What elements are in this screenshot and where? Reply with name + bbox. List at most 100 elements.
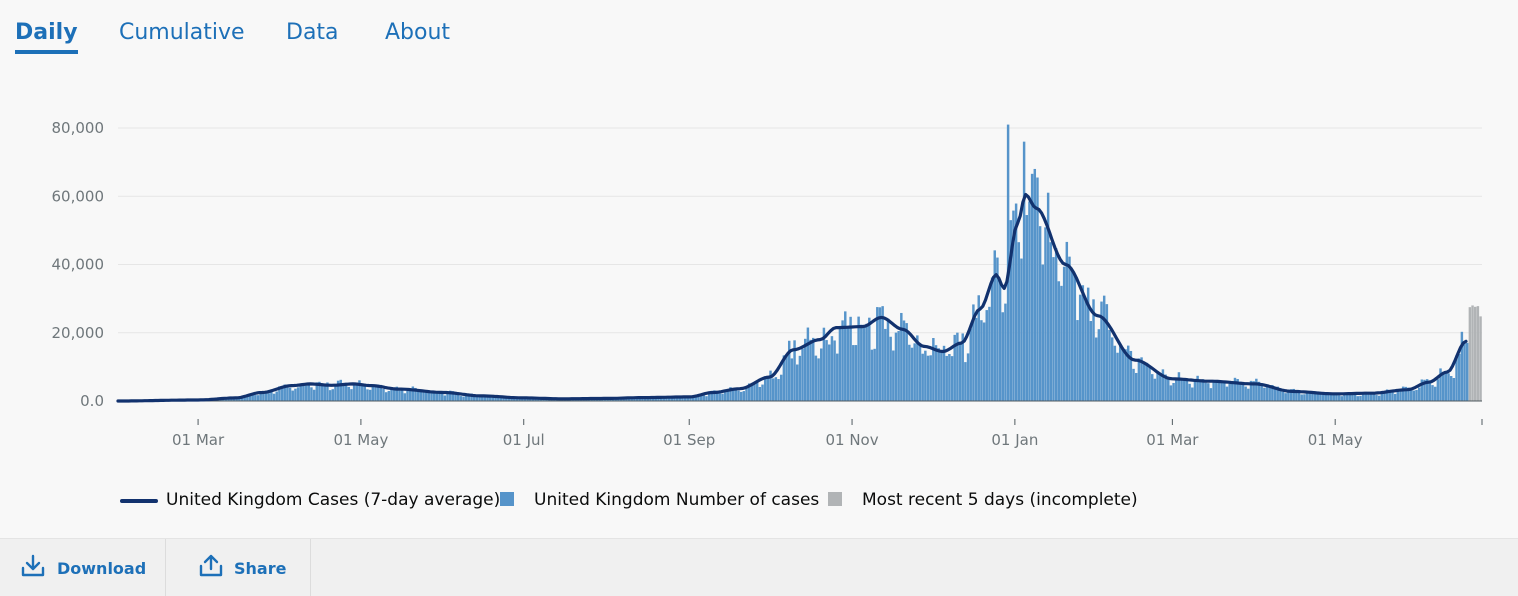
daily-case-bar [1039, 226, 1041, 401]
daily-case-bar [366, 389, 368, 401]
daily-case-bar [1458, 354, 1460, 401]
daily-case-bar [839, 329, 841, 401]
daily-case-bar [267, 393, 269, 401]
daily-case-bar [812, 338, 814, 401]
daily-case-bar [737, 391, 739, 401]
chart-bars [123, 125, 1481, 401]
daily-case-bar [1437, 379, 1439, 401]
daily-case-bar [1044, 227, 1046, 401]
daily-case-bar [924, 351, 926, 401]
daily-case-bar [332, 389, 334, 401]
daily-case-bar [1212, 382, 1214, 401]
daily-case-bar [1154, 379, 1156, 401]
x-tick-label: 01 Sep [663, 431, 715, 449]
x-tick-label: 01 May [333, 431, 388, 449]
daily-case-bar [852, 345, 854, 401]
daily-case-bar [1103, 296, 1105, 401]
daily-case-bar [1319, 394, 1321, 401]
daily-case-bar [361, 384, 363, 401]
daily-case-bar [1477, 306, 1479, 401]
daily-case-bar [927, 356, 929, 401]
daily-case-bar [1338, 395, 1340, 401]
daily-case-bar [289, 388, 291, 401]
daily-case-bar [1194, 379, 1196, 401]
daily-case-bar [1095, 338, 1097, 401]
daily-case-bar [1391, 392, 1393, 401]
daily-case-bar [785, 354, 787, 401]
daily-case-bar [892, 351, 894, 402]
daily-case-bar [889, 337, 891, 401]
daily-case-bar [1375, 395, 1377, 401]
daily-case-bar [1055, 248, 1057, 401]
daily-case-bar [1479, 316, 1481, 401]
daily-case-bar [796, 365, 798, 402]
daily-case-bar [1274, 388, 1276, 401]
daily-case-bar [964, 362, 966, 401]
daily-case-bar [1199, 381, 1201, 401]
daily-case-bar [420, 392, 422, 401]
daily-case-bar [991, 278, 993, 401]
daily-case-bar [1167, 379, 1169, 401]
daily-case-bar [884, 329, 886, 401]
daily-case-bar [1314, 394, 1316, 401]
daily-case-bar [815, 356, 817, 401]
daily-case-bar [860, 325, 862, 401]
daily-case-bar [881, 306, 883, 401]
tab-about[interactable]: About [385, 18, 450, 48]
daily-case-bar [1191, 388, 1193, 402]
download-button[interactable]: Download [0, 539, 166, 596]
daily-case-bar [1244, 387, 1246, 401]
daily-case-bar [1119, 346, 1121, 401]
daily-case-bar [1284, 393, 1286, 401]
daily-case-bar [943, 346, 945, 401]
daily-case-bar [398, 391, 400, 401]
daily-case-bar [1002, 312, 1004, 401]
legend-bar-swatch [500, 492, 514, 506]
daily-case-bar [1186, 380, 1188, 401]
daily-case-bar [825, 340, 827, 401]
daily-case-bar [865, 324, 867, 401]
y-tick-label: 0.0 [80, 392, 104, 410]
daily-case-bar [951, 356, 953, 401]
daily-case-bar [777, 379, 779, 401]
daily-case-bar [300, 385, 302, 401]
daily-case-bar [988, 307, 990, 401]
daily-case-bar [879, 307, 881, 401]
daily-case-bar [761, 385, 763, 401]
daily-case-bar [1418, 388, 1420, 401]
daily-case-bar [775, 377, 777, 401]
daily-case-bar [350, 389, 352, 401]
daily-case-bar [1098, 329, 1100, 401]
daily-case-bar [324, 386, 326, 401]
tab-data[interactable]: Data [286, 18, 339, 48]
daily-case-bar [1076, 320, 1078, 401]
legend-line-swatch [120, 499, 158, 503]
daily-case-bar [841, 320, 843, 401]
daily-case-bar [703, 395, 705, 401]
daily-case-bar [1178, 372, 1180, 401]
daily-case-bar [257, 395, 259, 401]
daily-case-bar [1106, 304, 1108, 401]
daily-case-bar [724, 392, 726, 401]
daily-case-bar [1341, 396, 1343, 401]
x-tick-label: 01 Nov [825, 431, 878, 449]
tab-cumulative[interactable]: Cumulative [119, 18, 245, 48]
daily-case-bar [1378, 396, 1380, 401]
x-tick-label: 01 Mar [172, 431, 225, 449]
y-tick-label: 40,000 [52, 256, 105, 274]
daily-case-bar [1135, 373, 1137, 401]
share-button[interactable]: Share [166, 539, 311, 596]
daily-case-bar [1413, 391, 1415, 401]
daily-case-bar [716, 393, 718, 401]
daily-case-bar [478, 397, 480, 401]
daily-case-bar [340, 380, 342, 401]
daily-case-bar [382, 389, 384, 401]
daily-case-bar [444, 395, 446, 401]
daily-case-bar [364, 386, 366, 401]
daily-case-bar [935, 345, 937, 401]
daily-case-bar [1028, 201, 1030, 401]
tab-daily[interactable]: Daily [15, 18, 78, 48]
daily-case-bar [767, 378, 769, 401]
daily-case-bar [735, 390, 737, 401]
